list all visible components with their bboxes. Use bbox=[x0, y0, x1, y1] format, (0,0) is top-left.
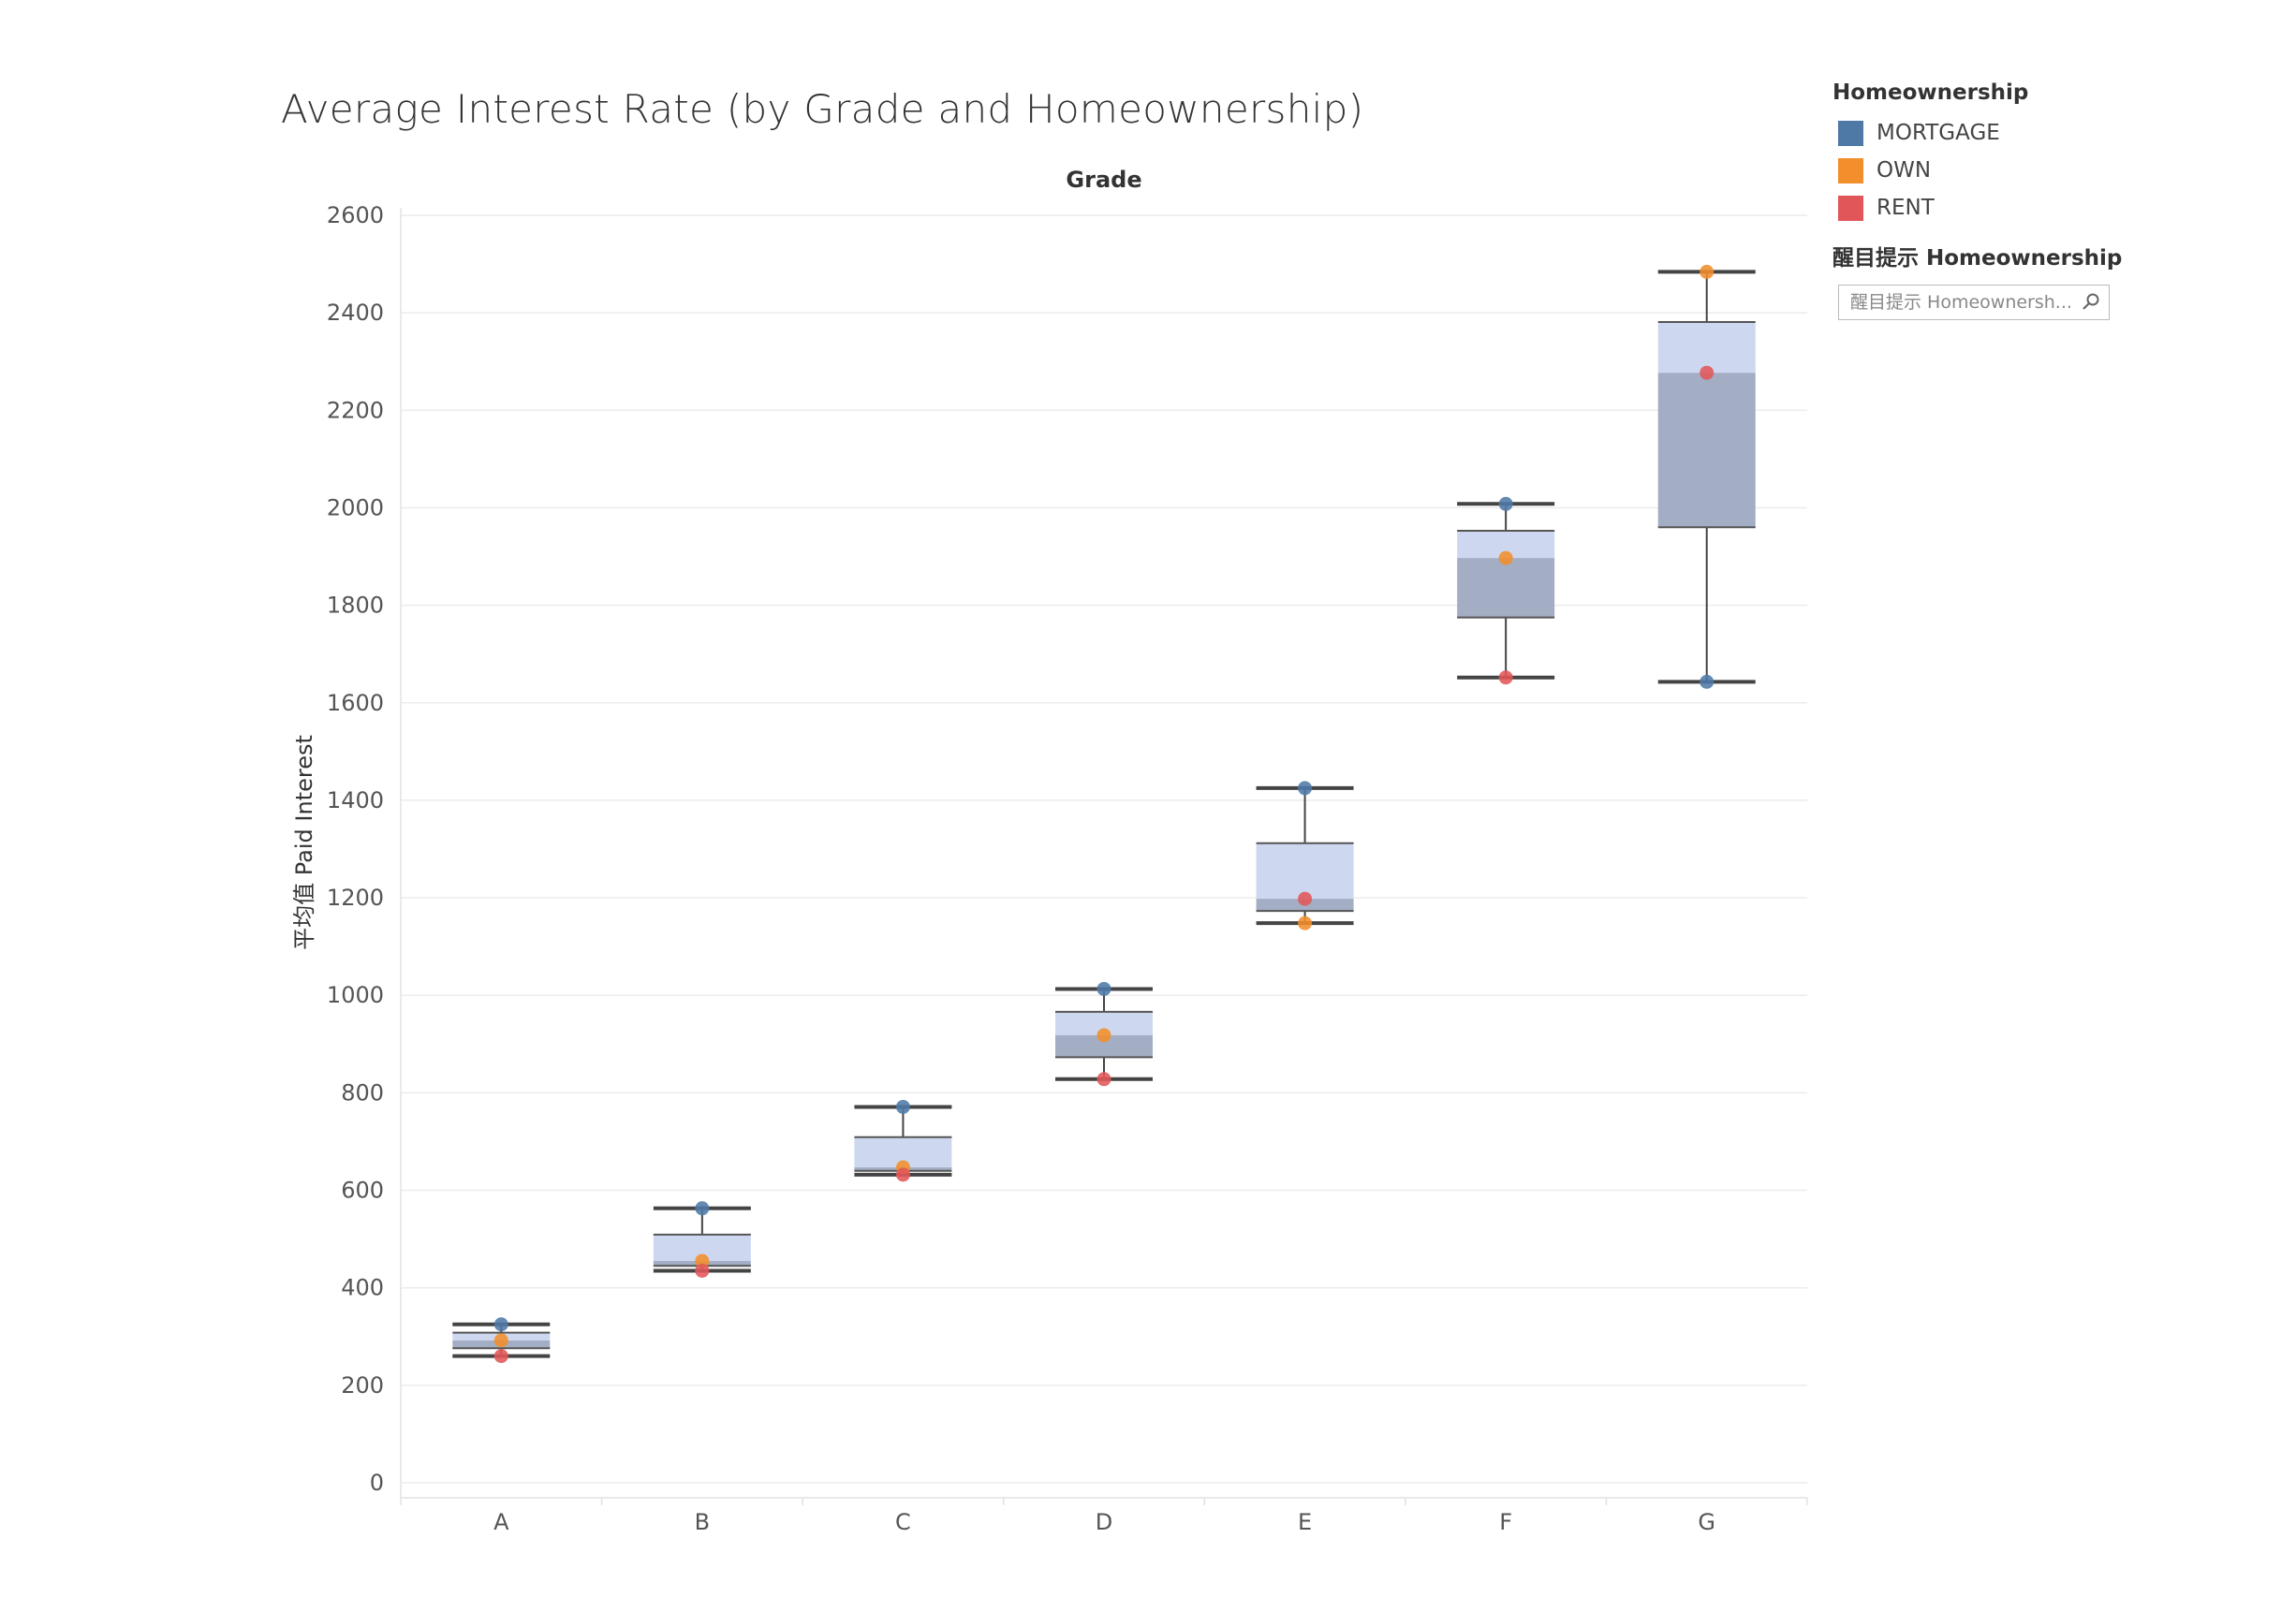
y-tick-label: 2200 bbox=[327, 397, 384, 423]
box-lower-half bbox=[1055, 1034, 1153, 1058]
x-tick-label-f: F bbox=[1499, 1509, 1512, 1535]
point-own-f[interactable] bbox=[1498, 550, 1513, 565]
point-rent-a[interactable] bbox=[493, 1349, 508, 1364]
highlighter-search-input[interactable] bbox=[1848, 286, 2077, 319]
point-own-a[interactable] bbox=[493, 1333, 508, 1348]
point-mortgage-e[interactable] bbox=[1298, 781, 1313, 796]
y-tick-label: 800 bbox=[341, 1079, 384, 1106]
point-mortgage-b[interactable] bbox=[695, 1201, 710, 1216]
box-plot-f bbox=[1457, 502, 1555, 680]
y-tick-label: 2000 bbox=[327, 494, 384, 520]
legend-item-own[interactable]: OWN bbox=[1832, 152, 2122, 189]
point-rent-e[interactable] bbox=[1298, 891, 1313, 906]
point-own-g[interactable] bbox=[1700, 264, 1715, 279]
axes: 0 200 400 600 800 1000 1200 1400 1600 1800 2000 220… bbox=[291, 167, 1808, 1535]
y-tick-label: 2600 bbox=[327, 202, 384, 228]
point-own-e[interactable] bbox=[1298, 916, 1313, 930]
legend-title: Homeownership bbox=[1832, 81, 2029, 105]
point-mortgage-a[interactable] bbox=[493, 1317, 508, 1332]
box-plot-g bbox=[1657, 270, 1756, 684]
y-axis-title: 平均值 Paid Interest bbox=[291, 735, 317, 950]
x-tick-label-b: B bbox=[695, 1509, 710, 1535]
x-tick-label-e: E bbox=[1298, 1509, 1312, 1535]
y-tick-label: 2400 bbox=[327, 300, 384, 326]
point-mortgage-g[interactable] bbox=[1700, 674, 1715, 689]
legend-item-mortgage[interactable]: MORTGAGE bbox=[1832, 114, 2122, 152]
y-tick-label: 0 bbox=[370, 1470, 384, 1496]
y-tick-label: 1400 bbox=[327, 787, 384, 813]
x-tick-label-d: D bbox=[1096, 1509, 1112, 1535]
point-mortgage-d[interactable] bbox=[1096, 981, 1111, 996]
y-tick-label: 1600 bbox=[327, 690, 384, 716]
column-header-grade: Grade bbox=[1066, 167, 1141, 193]
chart-title: Average Interest Rate (by Grade and Home… bbox=[281, 86, 1364, 132]
point-rent-g[interactable] bbox=[1700, 365, 1715, 380]
highlighter-search-box[interactable] bbox=[1838, 285, 2110, 320]
box-lower-half bbox=[1657, 373, 1756, 528]
point-own-b[interactable] bbox=[695, 1253, 710, 1268]
y-tick-label: 1200 bbox=[327, 885, 384, 911]
legend-label-rent: RENT bbox=[1877, 196, 1935, 220]
point-rent-c[interactable] bbox=[895, 1167, 910, 1182]
point-mortgage-f[interactable] bbox=[1498, 496, 1513, 511]
point-mortgage-c[interactable] bbox=[895, 1099, 910, 1114]
point-own-d[interactable] bbox=[1096, 1028, 1111, 1043]
y-tick-label: 1000 bbox=[327, 982, 384, 1008]
x-tick-label-c: C bbox=[895, 1509, 911, 1535]
point-rent-d[interactable] bbox=[1096, 1072, 1111, 1087]
legend-swatch-own bbox=[1838, 157, 1863, 183]
search-icon[interactable] bbox=[2081, 291, 2101, 312]
data-points bbox=[493, 264, 1715, 1364]
y-tick-label: 600 bbox=[341, 1178, 384, 1204]
legend-swatch-mortgage bbox=[1838, 120, 1863, 146]
box-upper-half bbox=[1256, 842, 1354, 900]
legend-label-own: OWN bbox=[1877, 158, 1932, 183]
y-tick-label: 1800 bbox=[327, 593, 384, 619]
legend-swatch-rent bbox=[1838, 195, 1863, 221]
color-legend: Homeownership MORTGAGE OWN RENT 醒目提示 Hom… bbox=[1832, 81, 2122, 320]
box-upper-half bbox=[1657, 322, 1756, 374]
y-tick-label: 400 bbox=[341, 1275, 384, 1301]
point-rent-f[interactable] bbox=[1498, 670, 1513, 685]
x-tick-label-g: G bbox=[1698, 1509, 1715, 1535]
y-tick-label: 200 bbox=[341, 1372, 384, 1399]
gridlines bbox=[401, 214, 1807, 1484]
box-plots bbox=[452, 270, 1756, 1358]
legend-item-rent[interactable]: RENT bbox=[1832, 189, 2122, 227]
x-tick-label-a: A bbox=[493, 1509, 509, 1535]
highlighter-title: 醒目提示 Homeownership bbox=[1832, 246, 2123, 271]
box-lower-half bbox=[1457, 558, 1555, 618]
legend-label-mortgage: MORTGAGE bbox=[1877, 121, 2000, 145]
point-rent-b[interactable] bbox=[695, 1263, 710, 1278]
